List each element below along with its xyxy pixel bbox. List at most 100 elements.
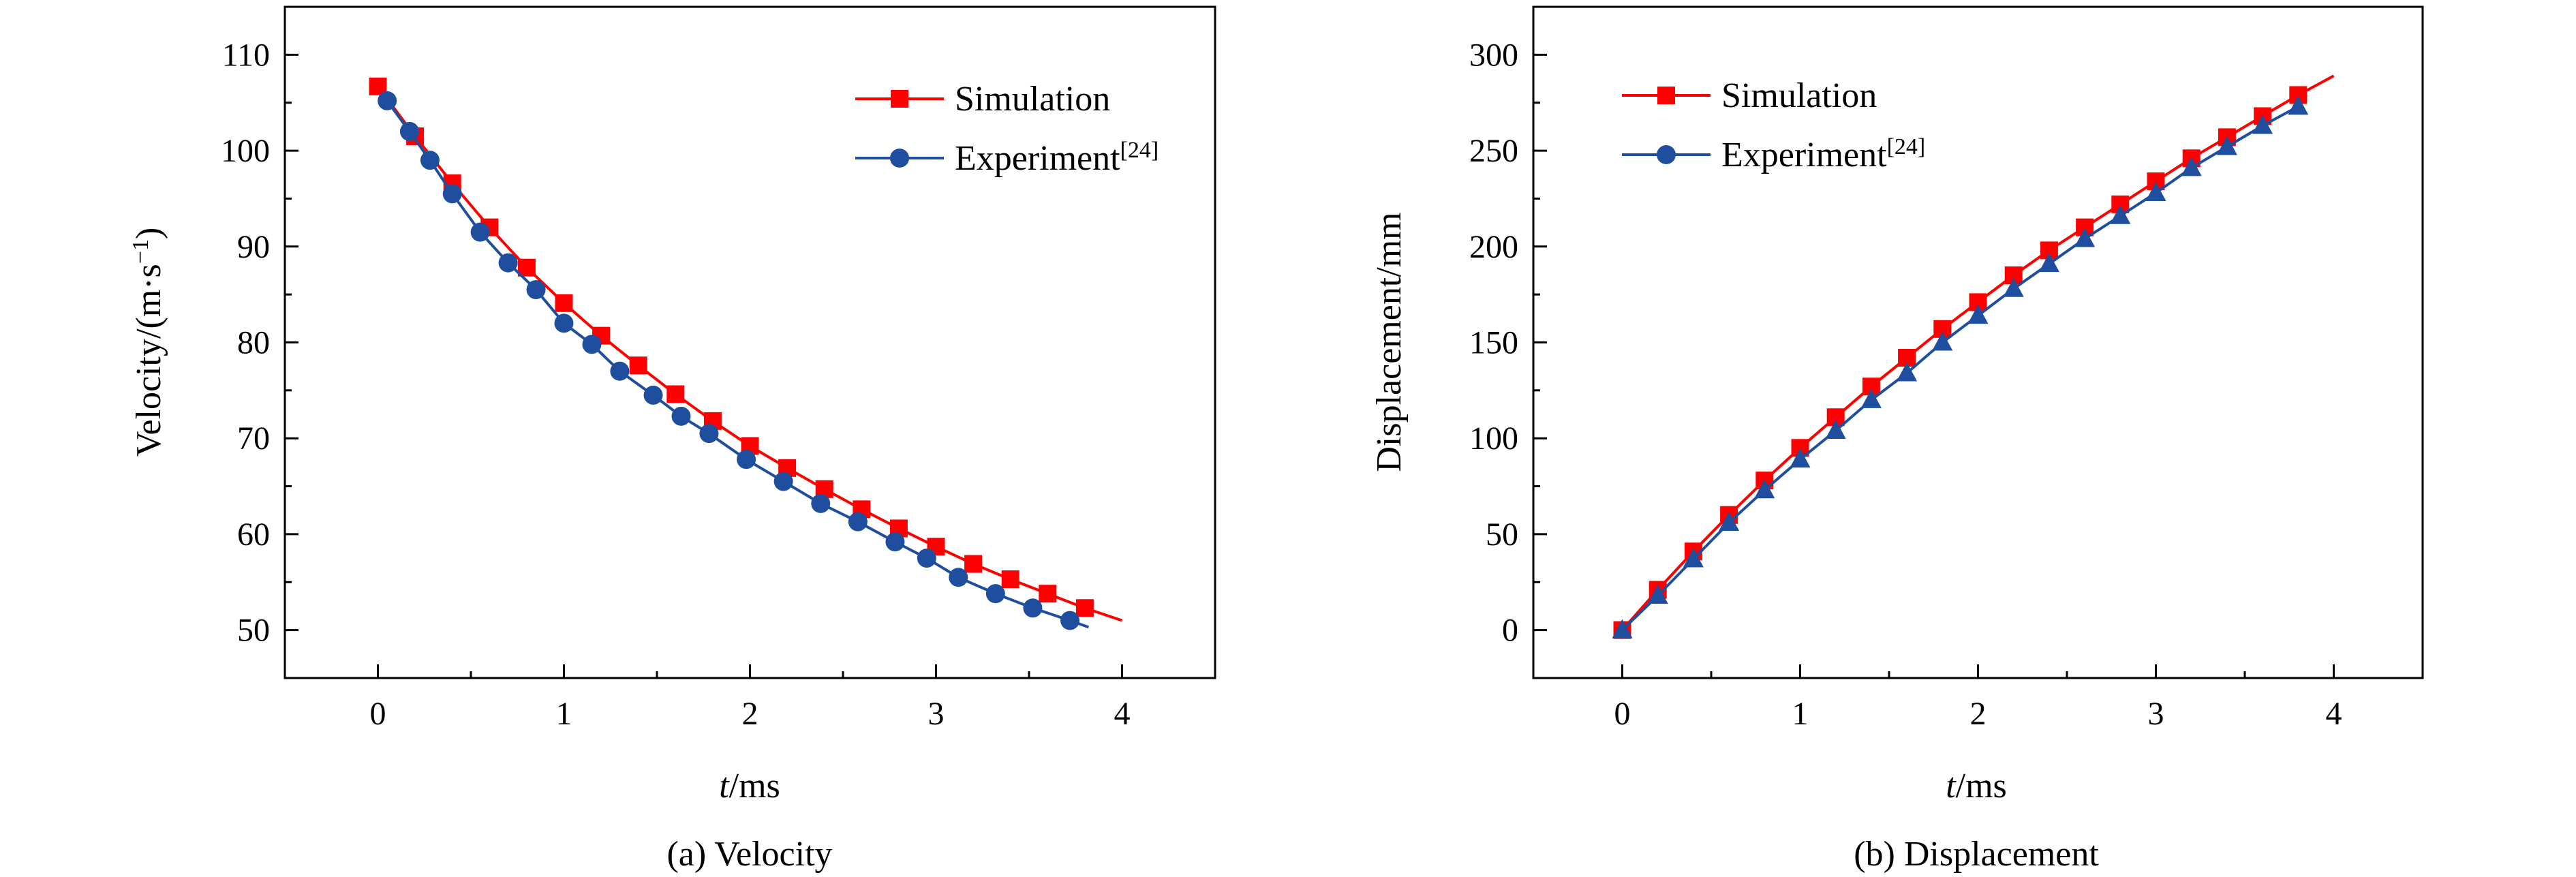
data-point	[949, 568, 968, 587]
velocity-y-axis-title-sup: −1	[128, 239, 153, 264]
data-point	[2145, 181, 2166, 201]
x-tick-label: 0	[370, 696, 386, 732]
velocity-panel: 0 1 2 3 4 50 60 70 80 90 100 110 t/ms Velocity/(m·s…	[128, 5, 1216, 874]
legend-label: Experiment[24]	[955, 138, 1159, 179]
y-tick-label: 110	[222, 37, 270, 73]
data-point	[885, 532, 905, 552]
legend-label: Experiment[24]	[1721, 134, 1925, 175]
data-point	[2288, 95, 2309, 115]
data-point	[1683, 548, 1704, 568]
velocity-x-axis-title-unit: /ms	[729, 767, 780, 805]
data-point	[1075, 599, 1094, 617]
velocity-legend: Simulation Experiment[24]	[855, 80, 1159, 178]
x-tick-label: 0	[1614, 696, 1631, 732]
legend-label: Simulation	[1721, 76, 1877, 115]
data-point	[1039, 585, 1057, 603]
y-tick-label: 50	[237, 613, 270, 649]
y-tick-label: 80	[237, 325, 270, 361]
legend-label-name: Experiment	[1721, 136, 1887, 174]
data-point	[582, 335, 602, 354]
x-tick-label: 1	[556, 696, 572, 732]
displacement-y-axis-title: Displacement/mm	[1370, 212, 1409, 472]
data-point	[470, 222, 490, 242]
displacement-series-experiment	[1612, 95, 2309, 638]
legend-label: Simulation	[955, 80, 1110, 119]
legend-item: Experiment[24]	[1622, 134, 1925, 175]
data-point	[442, 184, 462, 204]
data-point	[1754, 479, 1775, 499]
data-point	[420, 151, 440, 170]
data-point	[1612, 619, 1633, 638]
data-point	[1825, 419, 1846, 439]
y-tick-label: 0	[1502, 613, 1518, 649]
data-point	[555, 294, 573, 312]
data-point	[2252, 114, 2273, 134]
data-point	[848, 512, 868, 532]
data-point	[964, 555, 983, 573]
data-point	[1719, 512, 1740, 532]
y-tick-label: 300	[1469, 37, 1518, 73]
y-tick-label: 200	[1469, 229, 1518, 265]
x-tick-label: 3	[2148, 696, 2164, 732]
displacement-x-axis-title: t/ms	[1946, 767, 2007, 805]
data-point	[1897, 362, 1918, 382]
y-tick-label: 100	[1469, 420, 1518, 457]
legend-label-name: Simulation	[955, 80, 1110, 119]
legend-label-citation: [24]	[1120, 138, 1159, 163]
data-point	[985, 584, 1005, 604]
data-point	[699, 424, 719, 444]
legend-item: Experiment[24]	[855, 138, 1159, 179]
displacement-series-layer	[1612, 74, 2335, 639]
data-point	[1647, 584, 1668, 604]
y-tick-label: 50	[1486, 517, 1518, 553]
data-point	[1023, 598, 1043, 618]
data-point	[811, 493, 831, 513]
y-tick-label: 100	[221, 133, 270, 169]
data-point	[554, 313, 574, 333]
x-tick-label: 4	[1114, 696, 1131, 732]
x-tick-label: 1	[1792, 696, 1809, 732]
data-point	[526, 280, 546, 300]
data-point	[1967, 305, 1989, 324]
x-tick-label: 2	[742, 696, 758, 732]
data-point	[2216, 136, 2237, 155]
velocity-x-axis-title-var: t	[719, 767, 730, 805]
data-point	[378, 91, 397, 110]
legend-label-name: Simulation	[1721, 76, 1877, 115]
data-point	[610, 361, 630, 381]
data-point	[2003, 277, 2024, 297]
data-point	[399, 121, 419, 141]
data-point	[2038, 253, 2059, 273]
velocity-y-axis-title-main: Velocity/(m·s	[129, 264, 168, 457]
velocity-caption: (a) Velocity	[666, 835, 832, 874]
displacement-caption: (b) Displacement	[1854, 835, 2099, 874]
data-point	[1932, 331, 1953, 351]
data-point	[1060, 611, 1080, 630]
displacement-x-axis-title-unit: /ms	[1956, 767, 2007, 805]
legend-item: Simulation	[1622, 76, 1877, 115]
data-point	[1790, 448, 1811, 468]
displacement-legend: Simulation Experiment[24]	[1622, 76, 1925, 174]
legend-marker	[890, 149, 909, 168]
legend-item: Simulation	[855, 80, 1110, 119]
velocity-x-axis-title: t/ms	[719, 767, 780, 805]
velocity-y-axis-title: Velocity/(m·s−1)	[128, 228, 169, 457]
velocity-y-axis-title-close: )	[129, 228, 168, 239]
legend-marker	[1657, 145, 1676, 164]
data-point	[917, 549, 936, 568]
data-point	[737, 450, 756, 470]
data-point	[2181, 157, 2202, 176]
displacement-ticks: 0 1 2 3 4 0 50 100 150 200 250 300	[1469, 37, 2342, 732]
y-tick-label: 150	[1469, 325, 1518, 361]
data-point	[498, 253, 518, 273]
data-point	[629, 356, 647, 375]
x-tick-label: 2	[1970, 696, 1987, 732]
data-point	[2110, 204, 2131, 224]
data-point	[643, 385, 663, 405]
y-tick-label: 250	[1469, 133, 1518, 169]
y-tick-label: 60	[237, 517, 270, 553]
legend-marker	[1657, 87, 1675, 104]
y-tick-label: 70	[237, 420, 270, 457]
